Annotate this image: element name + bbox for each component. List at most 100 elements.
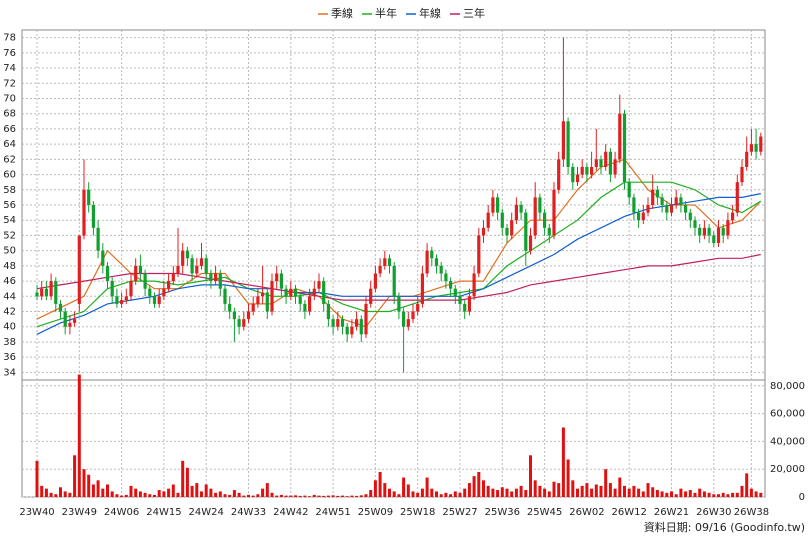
candle-body (293, 288, 298, 297)
volume-bar (618, 477, 622, 497)
candle-body (256, 296, 260, 304)
volume-bar (726, 494, 730, 497)
volume-bar (420, 488, 424, 497)
candle-body (120, 300, 124, 304)
candle-body (463, 303, 467, 312)
candle-body (411, 311, 415, 320)
volume-bar (275, 495, 279, 497)
moving-average-line (36, 253, 761, 301)
y-tick-label: 60 (3, 170, 16, 181)
volume-bar (294, 495, 297, 497)
candle-body (214, 273, 218, 282)
volume-bar (444, 492, 448, 497)
y-tick-label: 64 (3, 139, 16, 150)
volume-bar (322, 495, 326, 497)
volume-bar (350, 495, 354, 497)
candle-body (481, 227, 486, 236)
volume-bar (665, 492, 669, 497)
volume-bar (157, 490, 161, 497)
candle-body (336, 319, 340, 327)
volume-bar (552, 481, 556, 497)
volume-bar (195, 483, 199, 497)
candle-body (228, 303, 232, 312)
moving-average-line (36, 193, 761, 335)
candle-body (434, 258, 439, 266)
y-tick-label: 56 (3, 200, 16, 211)
volume-bar (529, 455, 532, 497)
volume-bar (87, 474, 91, 497)
candle-body (237, 319, 241, 327)
candle-body (387, 258, 392, 266)
y-tick-label: 40 (3, 322, 16, 333)
x-tick-label: 24W33 (231, 507, 266, 518)
candle-body (547, 227, 551, 236)
volume-bar (477, 471, 481, 497)
candle-body (275, 273, 279, 282)
volume-bar (73, 455, 77, 497)
candle-body (571, 166, 575, 183)
candle-body (167, 281, 171, 289)
candle-body (566, 121, 570, 167)
candle-body (105, 265, 110, 282)
candle-body (486, 212, 490, 228)
volume-bar (651, 487, 655, 497)
volume-bar (82, 469, 86, 497)
candle-body (543, 212, 547, 228)
x-tick-label: 25W45 (527, 507, 562, 518)
candle-body (646, 205, 650, 213)
candle-body (223, 288, 227, 304)
volume-bar (91, 484, 95, 497)
volume-bar (148, 494, 152, 497)
volume-bar (77, 374, 81, 497)
volume-bar (467, 483, 471, 497)
candle-body (138, 265, 142, 274)
volume-bar (463, 488, 467, 497)
candle-body (289, 288, 293, 297)
x-tick-label: 24W15 (146, 507, 181, 518)
candle-body (87, 189, 91, 205)
y-tick-label: 58 (3, 185, 16, 196)
volume-bar (261, 488, 265, 497)
candle-body (185, 250, 189, 259)
y-tick-label: 42 (3, 307, 16, 318)
volume-bar (754, 491, 758, 497)
x-tick-label: 24W24 (189, 507, 224, 518)
candle-body (195, 265, 199, 274)
candle-body (604, 151, 608, 167)
candle-body (312, 288, 316, 297)
volume-bar (256, 494, 260, 497)
volume-bar (40, 485, 44, 497)
candle-body (575, 174, 580, 183)
volume-bar (646, 483, 650, 497)
candle-body (698, 227, 702, 236)
candle-body (171, 273, 175, 282)
volume-bar (698, 488, 702, 497)
volume-bar (712, 494, 716, 497)
y-tick-label: 54 (3, 215, 16, 226)
candle-body (444, 273, 448, 282)
volume-bar (688, 490, 692, 497)
candle-body (355, 319, 359, 327)
volume-tick-label: 60,000 (770, 409, 805, 420)
volume-bar (745, 473, 749, 497)
volume-bar (406, 484, 410, 497)
candle-body (472, 273, 476, 297)
volume-bar (326, 495, 330, 497)
candle-body (270, 281, 274, 312)
volume-tick-label: 20,000 (770, 464, 805, 475)
candle-body (561, 121, 565, 160)
volume-bar (228, 494, 232, 497)
candle-body (110, 281, 114, 297)
volume-bar (486, 485, 490, 497)
volume-bar (115, 494, 119, 497)
volume-bar (453, 491, 457, 497)
plot-frame (21, 29, 766, 498)
volume-bar (204, 484, 208, 497)
candle-body (439, 265, 443, 274)
candle-body (40, 288, 44, 297)
candle-body (740, 166, 744, 183)
x-tick-label: 24W51 (315, 507, 350, 518)
volume-bar (533, 480, 537, 497)
volume-bar (641, 491, 645, 497)
volume-tick-label: 80,000 (770, 381, 805, 392)
